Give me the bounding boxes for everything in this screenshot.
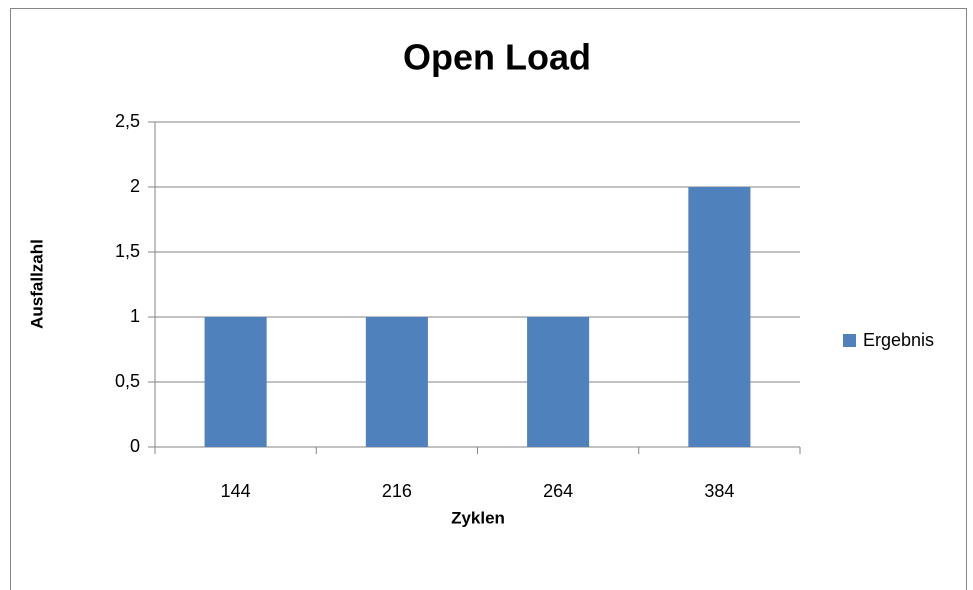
x-tick-label: 384: [704, 481, 734, 501]
bar: [527, 317, 590, 447]
x-axis-label: Zyklen: [451, 508, 505, 527]
y-tick-label: 2,5: [115, 111, 140, 131]
y-tick-label: 0,5: [115, 371, 140, 391]
y-tick-label: 2: [130, 176, 140, 196]
y-tick-label: 1: [130, 306, 140, 326]
y-tick-label: 0: [130, 436, 140, 456]
legend-swatch: [843, 334, 856, 347]
chart-border: [10, 8, 967, 590]
y-tick-label: 1,5: [115, 241, 140, 261]
x-tick-label: 216: [382, 481, 412, 501]
bar: [688, 187, 751, 447]
bar: [204, 317, 267, 447]
legend-label: Ergebnis: [863, 330, 934, 350]
x-tick-label: 144: [221, 481, 251, 501]
y-axis-label: Ausfallzahl: [27, 239, 46, 329]
chart-title: Open Load: [403, 37, 591, 78]
x-tick-label: 264: [543, 481, 573, 501]
bar: [365, 317, 428, 447]
